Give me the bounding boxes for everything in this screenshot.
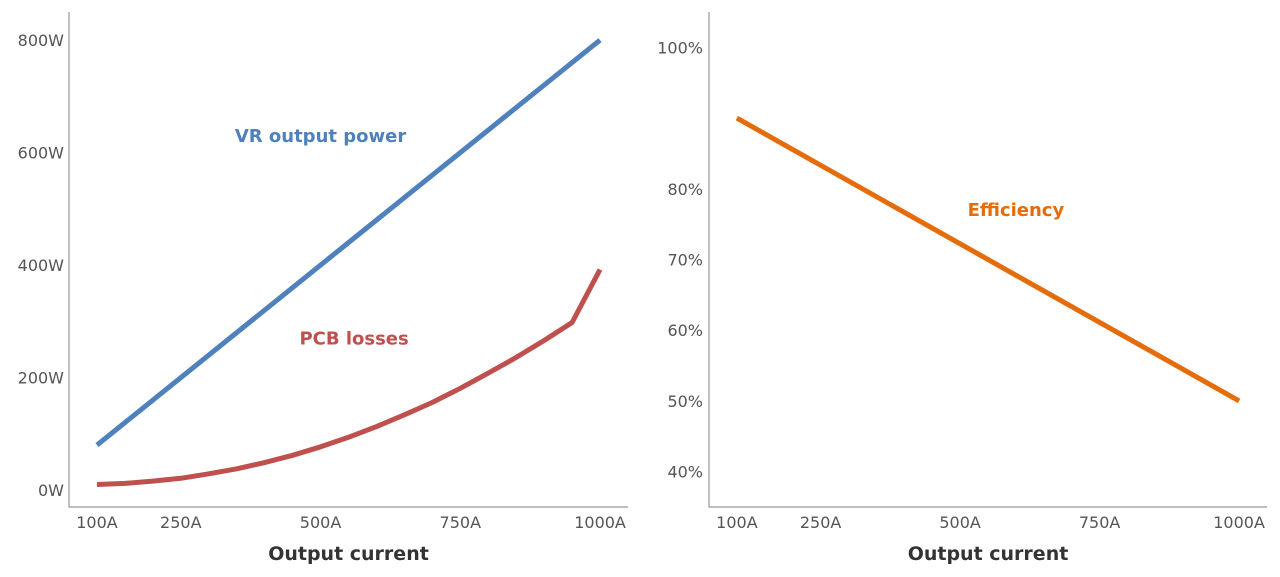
y-tick-label: 0W <box>38 481 64 500</box>
axis-spines <box>68 12 628 508</box>
x-tick-label: 750A <box>440 513 482 532</box>
x-tick-label: 750A <box>1079 513 1121 532</box>
y-tick-label: 200W <box>18 369 65 388</box>
x-tick-label: 100A <box>76 513 118 532</box>
x-axis-label: Output current <box>908 543 1069 565</box>
x-tick-label: 1000A <box>574 513 626 532</box>
x-tick-label: 250A <box>160 513 202 532</box>
x-tick-label: 250A <box>800 513 842 532</box>
x-axis-label: Output current <box>268 543 429 565</box>
y-tick-label: 70% <box>667 251 703 270</box>
y-tick-label: 800W <box>18 31 65 50</box>
series-line-pcb-losses <box>96 268 603 487</box>
y-tick-label: 400W <box>18 256 65 275</box>
series-line-vr-output-power <box>95 38 602 448</box>
y-tick-label: 40% <box>667 463 703 482</box>
series-label-efficiency: Efficiency <box>968 200 1065 221</box>
chart-efficiency: 40% 50% 60% 70% 80% 100% 100A 250A 500A 750A 1000A… <box>657 12 1267 565</box>
x-tick-label: 1000A <box>1213 513 1265 532</box>
axis-spines <box>708 12 1267 508</box>
y-tick-label: 50% <box>667 392 703 411</box>
series-label-pcb-losses: PCB losses <box>299 328 408 349</box>
y-tick-label: 80% <box>667 180 703 199</box>
chart-power-losses: 0W 200W 400W 600W 800W 100A 250A 500A 750A 1000A O… <box>18 12 628 565</box>
x-tick-label: 500A <box>300 513 342 532</box>
series-label-vr-output-power: VR output power <box>235 126 407 147</box>
y-tick-label: 60% <box>667 321 703 340</box>
series-line-efficiency <box>735 115 1241 404</box>
x-tick-label: 100A <box>716 513 758 532</box>
y-tick-label: 600W <box>18 144 65 163</box>
x-tick-label: 500A <box>939 513 981 532</box>
y-tick-label: 100% <box>657 38 703 57</box>
